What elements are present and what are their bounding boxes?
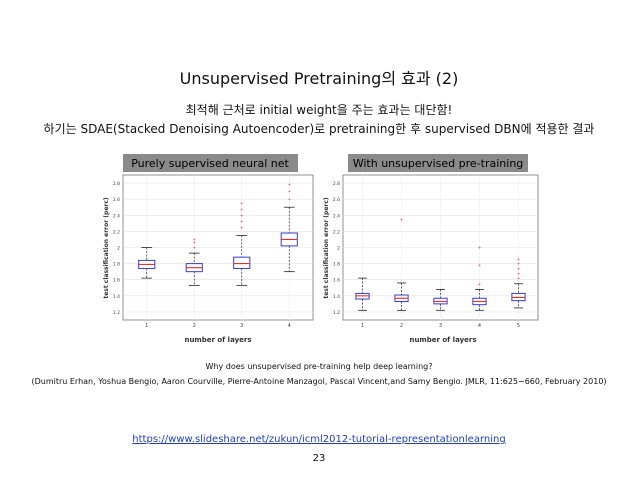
right-ytick-label: 2 (337, 246, 340, 252)
left-ylabel: test classification error (perc) (103, 197, 110, 299)
box-outlier: + (240, 213, 244, 219)
box-iqr (233, 256, 251, 269)
right-ytick-label: 1.8 (333, 262, 340, 268)
right-ytick-label: 1.6 (333, 278, 340, 284)
figure-caption-title: Why does unsupervised pre-training help … (205, 362, 433, 371)
page-number: 23 (312, 453, 326, 464)
right-xlabel: number of layers (409, 336, 476, 344)
right-box-4: + + + (472, 245, 487, 311)
box-outlier: + (478, 245, 482, 251)
left-panel-title-bg (123, 154, 298, 172)
right-ylabel: test classification error (perc) (323, 197, 330, 299)
left-ytick-label: 1.2 (113, 310, 120, 316)
left-xtick-label: 1 (145, 323, 148, 329)
left-xlabel: number of layers (184, 336, 251, 344)
figure-boxplots: Purely supervised neural net With unsupe… (98, 150, 544, 350)
box-outlier: + (517, 266, 521, 272)
box-outlier: + (517, 256, 521, 262)
box-outlier: + (517, 261, 521, 267)
left-ytick-label: 2.8 (113, 181, 120, 187)
left-ytick-label: 1.8 (113, 262, 120, 268)
box-outlier: + (240, 206, 244, 212)
right-box-1 (355, 277, 370, 311)
box-outlier: + (517, 271, 521, 277)
box-outlier: + (240, 201, 244, 207)
box-outlier: + (400, 217, 404, 223)
left-ytick-label: 2.6 (113, 197, 120, 203)
left-box-1 (138, 247, 156, 279)
left-ytick-label: 2.2 (113, 229, 120, 235)
left-ytick-label: 2 (117, 246, 120, 252)
right-ytick-label: 2.6 (333, 197, 340, 203)
figure-caption-authors: (Dumitru Erhan, Yoshua Bengio, Aaron Cou… (31, 377, 607, 386)
right-box-2: + (394, 217, 409, 311)
left-box-3: +++++ (233, 201, 251, 286)
left-xtick-label: 4 (288, 323, 291, 329)
box-outlier: + (240, 219, 244, 225)
right-xtick-label: 2 (400, 323, 403, 329)
left-box-2: +++ (185, 237, 203, 286)
left-box-4: +++ (280, 182, 298, 273)
right-ytick-label: 1.2 (333, 310, 340, 316)
box-outlier: + (287, 189, 291, 195)
subtitle-line-2: 하기는 SDAE(Stacked Denoising Autoencoder)로… (43, 122, 595, 136)
box-outlier: + (478, 281, 482, 287)
left-panel-title: Purely supervised neural net (131, 157, 289, 170)
left-ytick-label: 1.4 (113, 294, 120, 300)
right-xtick-label: 3 (439, 323, 442, 329)
right-box-3 (433, 288, 448, 311)
right-box-5: +++++ (511, 256, 526, 309)
left-xtick-label: 2 (193, 323, 196, 329)
box-outlier: + (192, 237, 196, 243)
box-outlier: + (192, 240, 196, 246)
right-panel-title-bg (348, 154, 528, 172)
box-outlier: + (287, 197, 291, 203)
subtitle-line-1: 최적해 근처로 initial weight을 주는 효과는 대단함! (185, 103, 453, 117)
reference-link[interactable]: https://www.slideshare.net/zukun/icml201… (132, 434, 506, 445)
slide-title: Unsupervised Pretraining의 효과 (2) (179, 69, 459, 88)
right-xtick-label: 1 (361, 323, 364, 329)
right-panel-title: With unsupervised pre-training (353, 157, 524, 170)
right-xtick-label: 4 (478, 323, 481, 329)
right-ytick-label: 2.2 (333, 229, 340, 235)
right-xtick-label: 5 (517, 323, 520, 329)
box-outlier: + (478, 263, 482, 269)
box-outlier: + (517, 276, 521, 282)
right-ytick-label: 2.8 (333, 181, 340, 187)
right-ytick-label: 1.4 (333, 294, 340, 300)
right-ytick-label: 2.4 (333, 213, 340, 219)
left-xtick-label: 3 (240, 323, 243, 329)
box-outlier: + (192, 245, 196, 251)
box-outlier: + (240, 225, 244, 231)
left-ytick-label: 2.4 (113, 213, 120, 219)
box-outlier: + (287, 182, 291, 188)
left-ytick-label: 1.6 (113, 278, 120, 284)
figure-svg: Purely supervised neural net With unsupe… (103, 154, 539, 344)
